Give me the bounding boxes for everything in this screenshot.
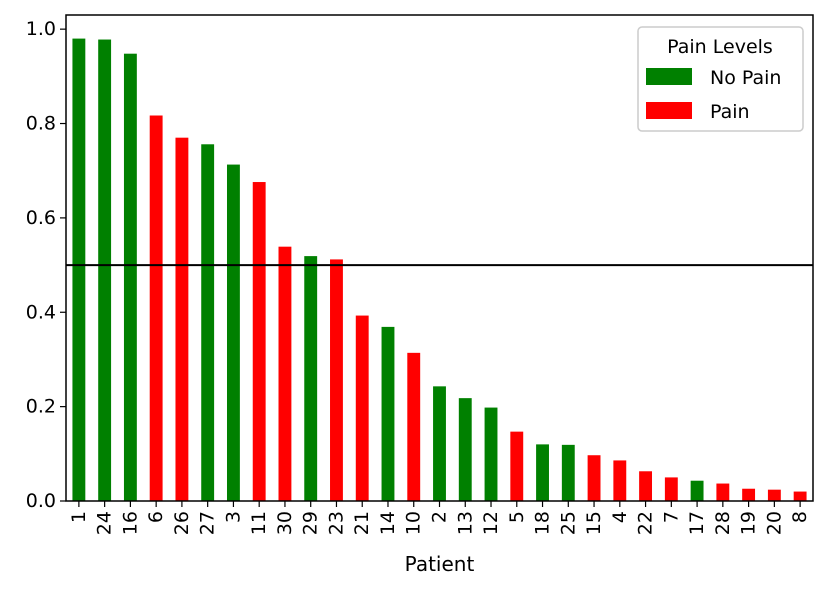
bar-patient-5 [510, 431, 524, 501]
y-tick-label: 0.2 [26, 396, 56, 418]
bar-patient-22 [639, 471, 653, 501]
bar-patient-27 [201, 144, 215, 501]
y-axis: 0.0 0.2 0.4 0.6 0.8 1.0 [26, 18, 66, 512]
x-tick-label: 18 [532, 511, 554, 535]
legend-label-no-pain: No Pain [710, 67, 781, 89]
y-tick-label: 0.4 [26, 301, 56, 323]
legend-swatch-no-pain [646, 68, 692, 85]
x-tick-label: 21 [351, 511, 373, 535]
bar-patient-23 [330, 259, 343, 501]
x-tick-label: 27 [197, 511, 219, 535]
x-tick-label: 1 [68, 511, 90, 523]
x-tick-label: 5 [506, 511, 528, 523]
legend: Pain Levels No Pain Pain [637, 26, 804, 132]
x-axis-label: Patient [405, 552, 475, 576]
bar-patient-21 [355, 315, 369, 501]
x-tick-label: 12 [480, 511, 502, 535]
x-tick-label: 10 [403, 511, 425, 535]
bar-patient-28 [716, 483, 730, 501]
bar-patient-6 [149, 115, 163, 501]
bar-patient-24 [98, 39, 112, 502]
bar-patient-11 [252, 182, 266, 501]
x-tick-label: 19 [738, 511, 760, 535]
y-tick-label: 1.0 [26, 18, 56, 40]
x-tick-label: 16 [119, 511, 141, 535]
y-tick-label: 0.8 [26, 113, 56, 135]
x-tick-label: 6 [145, 511, 167, 523]
x-tick-label: 13 [454, 511, 476, 535]
plot-frame [65, 14, 814, 502]
x-tick-label: 29 [300, 511, 322, 535]
bar-patient-26 [175, 137, 189, 501]
bar-patient-25 [561, 444, 575, 501]
x-tick-label: 25 [557, 511, 579, 535]
x-tick-label: 4 [609, 511, 631, 523]
bar-patient-19 [742, 488, 756, 501]
legend-swatch-pain [646, 102, 692, 119]
bar-patient-16 [123, 53, 137, 502]
x-tick-label: 17 [686, 511, 708, 535]
bar-patient-30 [278, 246, 292, 501]
bar-patient-1 [72, 38, 86, 502]
legend-label-pain: Pain [710, 101, 750, 123]
x-tick-label: 7 [660, 511, 682, 523]
bar-patient-15 [587, 455, 601, 501]
bar-patient-4 [613, 460, 627, 501]
x-tick-label: 14 [377, 511, 399, 535]
bar-patient-10 [407, 352, 421, 501]
x-axis: 1 24 16 6 26 27 3 11 30 29 23 21 14 10 2 13 12 5 18 25 15 4 22… [68, 501, 811, 535]
x-tick-label: 30 [274, 511, 296, 535]
x-tick-label: 3 [222, 511, 244, 523]
x-tick-label: 24 [94, 511, 116, 535]
x-tick-label: 22 [635, 511, 657, 535]
x-tick-label: 20 [763, 511, 785, 535]
bar-patient-14 [381, 326, 395, 501]
bar-patient-29 [304, 256, 318, 501]
bar-patient-2 [433, 386, 446, 501]
x-tick-label: 15 [583, 511, 605, 535]
bar-patient-8 [793, 491, 807, 501]
bar-patient-3 [226, 164, 240, 501]
x-tick-label: 23 [325, 511, 347, 535]
x-tick-label: 28 [712, 511, 734, 535]
y-tick-label: 0.6 [26, 207, 56, 229]
bar-patient-18 [536, 444, 549, 501]
bars-group [72, 38, 807, 502]
bar-patient-12 [484, 407, 498, 501]
bar-patient-17 [690, 480, 704, 501]
legend-title: Pain Levels [667, 36, 773, 58]
x-tick-label: 11 [248, 511, 270, 535]
x-tick-label: 2 [429, 511, 451, 523]
bar-patient-7 [664, 477, 678, 501]
bar-patient-13 [458, 398, 472, 501]
y-tick-label: 0.0 [26, 490, 56, 512]
x-tick-label: 8 [789, 511, 811, 523]
x-tick-label: 26 [171, 511, 193, 535]
bar-patient-20 [767, 489, 781, 501]
